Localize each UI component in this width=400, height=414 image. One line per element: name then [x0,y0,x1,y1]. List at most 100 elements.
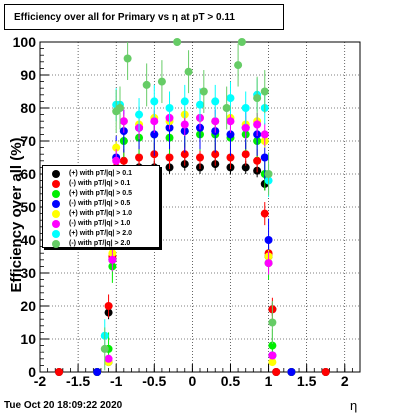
legend-marker-icon [52,200,60,208]
data-point [260,130,269,139]
legend-label: (-) with pT/|q| > 0.1 [69,180,131,187]
y-tick-label: 60 [20,166,36,182]
data-point [253,94,262,103]
data-point [268,358,277,367]
legend-label: (+) with pT/|q| > 1.0 [69,210,133,217]
data-point [253,156,262,165]
legend-marker-icon [52,240,60,248]
data-point [226,117,235,126]
legend-item: (+) with pT/|q| > 1.0 [43,209,161,219]
data-point [241,163,250,172]
data-point [241,104,250,112]
data-point [180,150,189,159]
data-point [260,153,269,162]
y-tick-label: 80 [20,100,36,116]
data-point [150,97,159,106]
data-point [173,38,182,46]
legend-marker-icon [52,210,60,218]
x-tick-label: 1.5 [297,373,317,389]
data-point [321,368,330,376]
data-point [241,150,250,159]
data-point [93,368,102,376]
data-point [260,209,269,218]
x-tick-label: 0.5 [221,373,241,389]
y-tick-label: 50 [20,199,36,215]
data-point [116,104,124,112]
data-point [165,153,174,162]
data-point [226,153,235,162]
data-point [180,97,189,106]
y-tick-label: 40 [20,232,36,248]
data-point [135,153,144,162]
data-point [268,351,277,360]
data-point [211,117,220,126]
data-point [104,302,113,310]
x-tick-label: -1.5 [66,373,90,389]
data-point [104,354,113,363]
data-point [260,87,269,96]
data-point [211,97,220,106]
x-tick-label: -2 [34,373,47,389]
data-point [241,123,250,132]
data-point [234,61,243,70]
legend-label: (-) with pT/|q| > 0.5 [69,200,131,207]
legend-item: (+) with pT/|q| > 2.0 [43,229,161,239]
data-point [264,259,273,268]
data-point [150,117,159,126]
legend-item: (-) with pT/|q| > 1.0 [43,219,161,229]
data-point [268,318,277,327]
legend-item: (+) with pT/|q| > 0.1 [43,169,161,179]
data-point [268,341,277,350]
title-box: Efficiency over all for Primary vs η at … [4,4,284,30]
data-point [165,104,174,112]
x-tick-label: -1 [110,373,123,389]
legend-marker-icon [52,230,60,238]
data-point [264,236,273,244]
legend-marker-icon [52,180,60,188]
legend-label: (+) with pT/|q| > 0.5 [69,190,133,197]
y-axis-label: Efficiency over all (%) [8,137,25,292]
axis-ticks [39,41,361,373]
x-tick-label: -0.5 [142,373,166,389]
data-point [196,153,204,162]
data-point [112,143,121,152]
data-point [100,344,109,353]
data-point [264,170,273,178]
legend-item: (-) with pT/|q| > 0.5 [43,199,161,209]
data-point [196,100,204,109]
data-point [123,54,132,63]
data-point [108,255,117,264]
data-point [272,368,281,376]
legend-item: (-) with pT/|q| > 0.1 [43,179,161,189]
data-point [253,120,262,129]
y-tick-label: 20 [20,298,36,314]
legend-item: (+) with pT/|q| > 0.5 [43,189,161,199]
x-tick-label: 0 [188,373,196,389]
legend-item: (-) with pT/|q| > 2.0 [43,239,161,249]
data-point [180,120,189,129]
legend: (+) with pT/|q| > 0.1 (-) with pT/|q| > 0… [42,165,160,248]
legend-label: (+) with pT/|q| > 0.1 [69,170,133,177]
y-tick-label: 90 [20,67,36,83]
legend-marker-icon [52,170,60,178]
data-point [119,156,128,165]
legend-label: (-) with pT/|q| > 1.0 [69,220,131,227]
data-point [157,77,166,86]
tick-labels: -2 -1.5 -1 -0.5 0 0.5 1 1.5 20102030405060708090… [13,34,349,389]
legend-marker-icon [52,190,60,198]
timestamp-footer: Tue Oct 20 18:09:22 2020 [4,400,123,411]
chart-title: Efficiency over all for Primary vs η at … [14,12,235,23]
data-point [226,130,235,139]
data-point [55,368,64,376]
y-tick-label: 100 [13,34,37,50]
data-point [119,117,128,126]
data-point [226,94,235,103]
data-point [150,130,159,139]
legend-marker-icon [52,220,60,228]
data-point [199,87,208,96]
x-axis-label: η [350,398,358,413]
data-point [184,67,193,76]
data-point [287,368,296,376]
legend-label: (-) with pT/|q| > 2.0 [69,240,131,247]
x-tick-label: 1 [265,373,273,389]
